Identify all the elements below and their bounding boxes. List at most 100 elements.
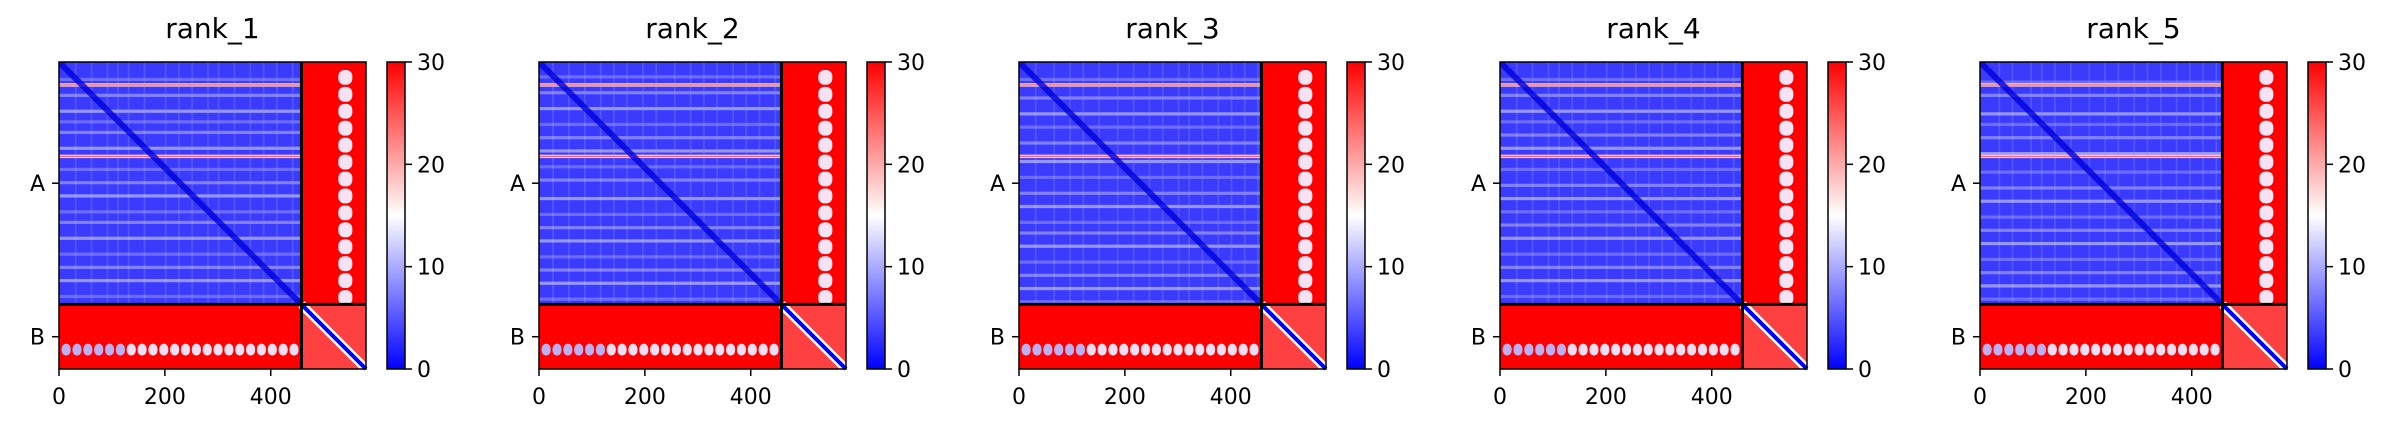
stripe-col xyxy=(1116,62,1119,305)
interchain-blob xyxy=(213,343,223,356)
x-tick-label: 200 xyxy=(624,385,666,410)
diagonal-a xyxy=(539,62,782,305)
interchain-blob xyxy=(105,343,115,356)
interchain-blob xyxy=(1298,290,1313,305)
interchain-blob xyxy=(267,343,277,356)
stripe-row xyxy=(539,281,782,285)
stripe-row xyxy=(1500,109,1743,113)
interchain-blob xyxy=(818,120,833,136)
interchain-blob xyxy=(338,239,353,255)
interchain-blob xyxy=(606,343,616,356)
axes-frame xyxy=(1499,61,1808,370)
stripe-row xyxy=(1500,77,1743,82)
stripe-col xyxy=(673,62,676,305)
stripe-row xyxy=(1019,244,1262,248)
stripe-row xyxy=(59,146,302,150)
stripe-col xyxy=(1605,62,1608,305)
interchain-blob xyxy=(1779,188,1794,204)
stripe-col xyxy=(1998,62,2001,305)
stripe-row xyxy=(1500,210,1743,214)
interchain-blob xyxy=(338,137,353,153)
interchain-blob xyxy=(1600,343,1610,356)
stripe-row xyxy=(59,279,302,283)
heatmap-panel-2: rank_2 0 200 400 A B 0 10 20 30 xyxy=(480,0,960,438)
colorbar-tick-label: 30 xyxy=(2338,51,2366,76)
interchain-blob xyxy=(1697,343,1707,356)
interchain-blob xyxy=(818,188,833,204)
colorbar xyxy=(2307,61,2327,370)
stripe-row xyxy=(1980,170,2223,174)
x-tick-label: 400 xyxy=(2171,385,2213,410)
stripe-row xyxy=(1019,96,1262,100)
interchain-blob xyxy=(61,343,71,356)
heatmap-svg: 0 200 400 A B 0 10 20 30 xyxy=(990,51,1405,410)
stripe-row xyxy=(1019,77,1262,82)
interchain-blob xyxy=(2091,343,2101,356)
interchain-blob xyxy=(2259,86,2274,102)
highlight-row-core xyxy=(539,84,782,86)
stripe-row xyxy=(59,167,302,172)
interchain-blob xyxy=(1546,343,1556,356)
stripe-col xyxy=(2117,62,2120,305)
interchain-blob xyxy=(2167,343,2177,356)
stripe-col xyxy=(732,62,734,305)
stripe-col xyxy=(758,62,761,305)
stripe-row xyxy=(539,239,782,243)
interchain-blob xyxy=(1589,343,1599,356)
x-tick-label: 0 xyxy=(1012,385,1026,410)
stripe-col xyxy=(217,62,220,305)
interchain-blob xyxy=(1524,343,1534,356)
stripe-row xyxy=(1980,80,2223,84)
stripe-row xyxy=(1019,204,1262,209)
interchain-blob xyxy=(338,154,353,170)
interchain-blob xyxy=(1162,343,1172,356)
stripe-row xyxy=(539,165,782,169)
interchain-blob xyxy=(246,343,256,356)
interchain-blob xyxy=(2259,120,2274,136)
stripe-col xyxy=(1069,62,1071,305)
x-tick-label: 200 xyxy=(1585,385,1627,410)
interchain-blob xyxy=(541,343,551,356)
stripe-row xyxy=(1500,236,1743,240)
block-a-a-texture xyxy=(1980,62,2223,305)
stripe-row xyxy=(1980,186,2223,190)
stripe-row xyxy=(1500,279,1743,283)
interchain-blob xyxy=(2259,188,2274,204)
stripe-row xyxy=(1980,297,2223,301)
stripe-row xyxy=(59,294,302,299)
interchain-blob xyxy=(671,343,681,356)
stripe-row xyxy=(1019,300,1262,304)
interchain-blob xyxy=(1643,343,1653,356)
interchain-blob xyxy=(818,69,833,85)
interchain-blob xyxy=(1632,343,1642,356)
interchain-blob xyxy=(1141,343,1151,356)
stripe-col xyxy=(191,62,193,305)
stripe-col xyxy=(1132,62,1135,305)
interchain-blob xyxy=(818,103,833,119)
chart-title: rank_5 xyxy=(2086,12,2181,45)
stripe-col xyxy=(2202,62,2204,305)
x-tick-label: 400 xyxy=(1210,385,1252,410)
stripe-row xyxy=(1019,159,1262,164)
stripe-row xyxy=(59,210,302,214)
stripe-row xyxy=(1500,146,1743,150)
interchain-blob xyxy=(2069,343,2079,356)
stripe-row xyxy=(1980,136,2223,140)
interchain-blob xyxy=(278,343,288,356)
interchain-blob xyxy=(338,86,353,102)
stripe-row xyxy=(1980,151,2223,156)
interchain-blob xyxy=(1779,86,1794,102)
colorbar-tick-label: 30 xyxy=(417,51,445,76)
interchain-blob xyxy=(1611,343,1621,356)
stripe-col xyxy=(626,62,628,305)
stripe-row xyxy=(1019,112,1262,116)
interchain-blob xyxy=(1578,343,1588,356)
interchain-blob xyxy=(338,273,353,289)
interchain-blob xyxy=(1086,343,1096,356)
stripe-col xyxy=(689,62,692,305)
highlight-row-core xyxy=(59,84,302,86)
stripe-col xyxy=(2133,62,2136,305)
interchain-blob xyxy=(1151,343,1161,356)
stripe-row xyxy=(59,77,302,82)
stripe-col xyxy=(599,62,602,305)
